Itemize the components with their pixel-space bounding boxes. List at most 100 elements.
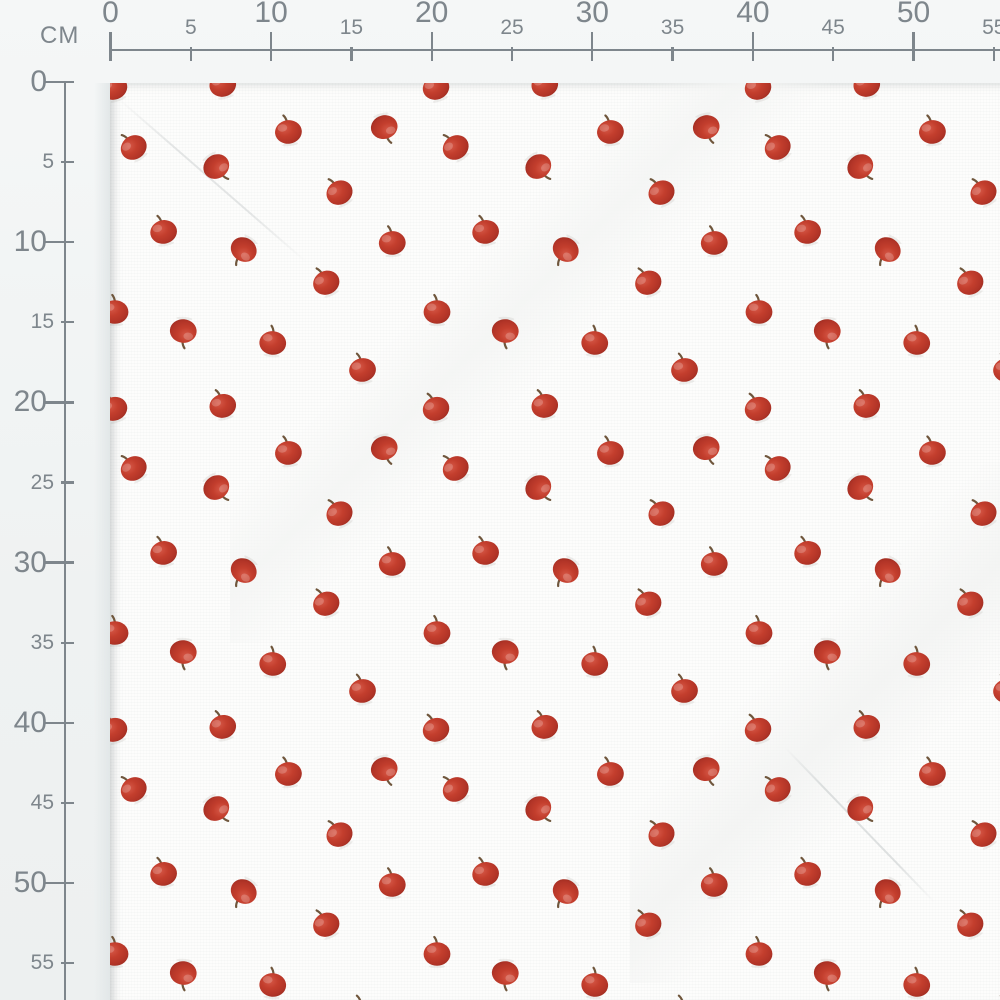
apple-motif: [531, 710, 559, 742]
apple-motif: [524, 151, 552, 181]
apple-motif: [903, 966, 931, 1000]
apple-motif: [581, 645, 609, 679]
apple-motif: [491, 958, 519, 992]
apple-motif: [150, 856, 177, 889]
apple-motif: [745, 614, 773, 648]
ruler-tick: [44, 561, 74, 564]
ruler-tick-label: 20: [13, 385, 47, 419]
ruler-tick: [44, 241, 74, 244]
fabric-crease: [784, 747, 936, 904]
apple-motif: [169, 316, 197, 350]
apple-motif: [472, 856, 499, 889]
apple-motif: [524, 793, 552, 823]
apple-motif: [993, 673, 1000, 703]
apple-motif: [422, 83, 450, 103]
apple-motif: [999, 994, 1000, 1000]
apple-motif: [552, 555, 580, 588]
ruler-tick-label: 5: [184, 16, 197, 39]
apple-motif: [745, 935, 773, 969]
apple-motif: [745, 293, 773, 327]
ruler-tick: [269, 32, 273, 61]
apple-motif: [169, 958, 197, 992]
ruler-tick: [751, 32, 755, 61]
ruler-tick-label: 50: [896, 0, 931, 29]
ruler-tick: [44, 401, 74, 404]
apple-motif: [259, 966, 287, 1000]
ruler-tick: [109, 32, 112, 61]
ruler-tick-label: 35: [660, 16, 685, 39]
apple-motif: [597, 756, 624, 789]
apple-motif: [919, 756, 946, 789]
apple-motif: [794, 214, 821, 247]
ruler-tick-label: 45: [30, 790, 54, 814]
apple-motif: [692, 433, 720, 465]
fabric-sheen: [630, 463, 1000, 983]
apple-motif: [202, 472, 230, 502]
apple-motif: [648, 178, 675, 208]
ruler-tick: [912, 32, 915, 61]
apple-motif: [813, 637, 841, 671]
vertical-ruler-line: [63, 81, 67, 1000]
apple-motif: [259, 324, 287, 358]
apple-motif: [313, 588, 340, 619]
apple-motif: [677, 994, 684, 1000]
ruler-tick-label: 30: [575, 0, 609, 29]
apple-motif: [326, 178, 353, 208]
ruler-tick: [60, 160, 74, 164]
apple-motif: [970, 178, 997, 208]
apple-motif: [349, 352, 376, 385]
ruler-tick-label: 45: [821, 16, 845, 39]
apple-motif: [853, 83, 881, 100]
ruler-tick: [60, 481, 74, 484]
apple-motif: [370, 754, 398, 786]
apple-motif: [744, 392, 772, 424]
horizontal-ruler-line: [110, 48, 1000, 52]
apple-motif: [794, 856, 821, 889]
apple-motif: [744, 83, 772, 103]
apple-motif: [472, 214, 499, 247]
apple-motif: [230, 234, 258, 267]
ruler-tick: [671, 47, 674, 61]
apple-motif: [230, 555, 258, 588]
apple-motif: [110, 614, 129, 648]
ruler-tick-label: 35: [30, 630, 54, 654]
apple-motif: [313, 909, 340, 940]
apple-motif: [993, 352, 1000, 382]
apple-motif: [423, 935, 451, 969]
fabric-edge-shadow: [94, 83, 110, 1000]
apple-motif: [531, 389, 559, 421]
apple-motif: [120, 133, 148, 163]
apple-motif: [794, 535, 821, 568]
ruler-tick-label: 15: [30, 310, 54, 334]
apple-motif: [423, 614, 451, 648]
apple-motif: [275, 114, 302, 147]
ruler-tick: [992, 47, 995, 61]
ruler-tick: [591, 32, 594, 61]
apple-motif: [209, 389, 237, 421]
apple-motif: [378, 225, 406, 258]
apple-motif: [919, 114, 946, 147]
apple-motif: [635, 267, 662, 298]
apple-motif: [813, 958, 841, 992]
apple-motif: [326, 820, 353, 850]
ruler-tick: [430, 32, 433, 61]
fabric-preview: [110, 83, 1000, 1000]
apple-motif: [874, 555, 902, 588]
apple-motif: [648, 499, 675, 529]
apple-motif: [202, 793, 230, 823]
apple-motif: [744, 713, 772, 745]
apple-motif: [169, 637, 197, 671]
apple-motif: [120, 775, 148, 805]
apple-motif: [700, 867, 728, 900]
apple-motif: [874, 876, 902, 909]
ruler-tick: [44, 721, 74, 724]
ruler-tick-label: 25: [500, 16, 524, 39]
apple-motif: [648, 820, 675, 850]
apple-motif: [355, 994, 362, 1000]
apple-motif: [764, 775, 792, 805]
apple-motif: [275, 756, 302, 789]
apple-motif: [349, 673, 376, 706]
apple-motif: [970, 499, 997, 529]
apple-motif: [423, 293, 451, 327]
apple-motif: [150, 535, 177, 568]
